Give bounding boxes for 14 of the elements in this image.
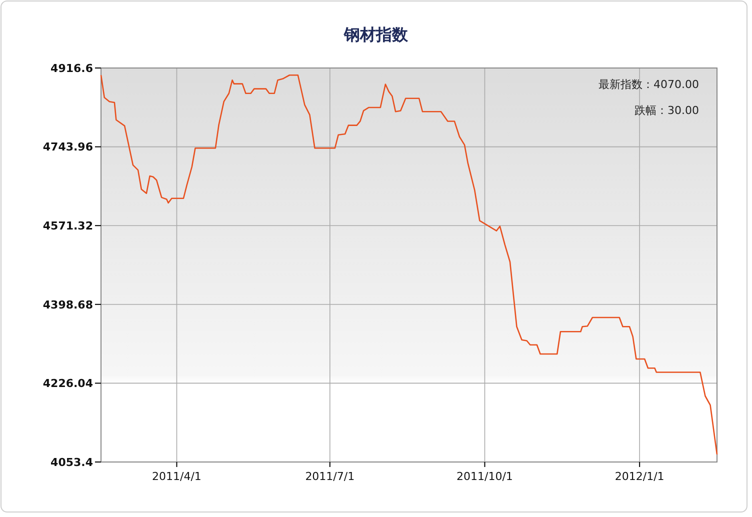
y-tick-label: 4226.04 <box>42 377 94 390</box>
annotation: 最新指数：4070.00 <box>598 78 699 91</box>
x-tick-label: 2011/10/1 <box>456 470 513 483</box>
line-series <box>100 74 718 456</box>
x-tick-label: 2012/1/1 <box>614 470 664 483</box>
x-tick-label: 2011/7/1 <box>305 470 355 483</box>
y-tick-label: 4571.32 <box>42 219 93 232</box>
chart-title: 钢材指数 <box>343 25 409 44</box>
annotation: 跌幅：30.00 <box>634 104 699 117</box>
y-tick-label: 4398.68 <box>42 298 93 312</box>
y-tick-label: 4053.4 <box>50 456 94 469</box>
x-tick-label: 2011/4/1 <box>152 470 202 483</box>
y-tick-label: 4743.96 <box>42 140 94 154</box>
y-tick-label: 4916.6 <box>50 62 94 75</box>
